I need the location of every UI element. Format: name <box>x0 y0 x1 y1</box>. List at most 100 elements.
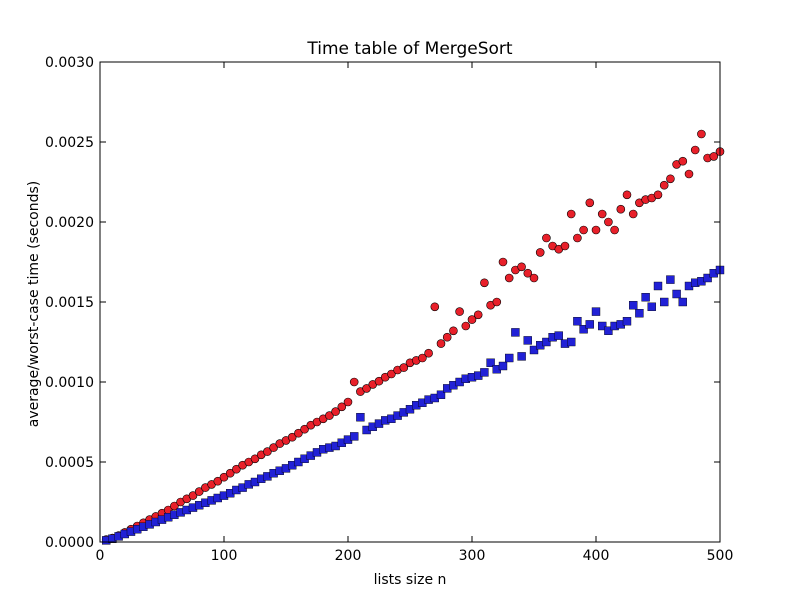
data-point-circle <box>449 326 458 336</box>
series-2 <box>101 265 725 545</box>
data-point-circle <box>349 377 359 387</box>
data-point-square <box>356 413 365 422</box>
data-point-circle <box>294 428 303 438</box>
y-tick-label: 0.0025 <box>45 135 94 151</box>
data-point-circle <box>573 233 582 243</box>
data-point-circle <box>213 476 223 486</box>
data-point-square <box>629 301 638 310</box>
data-marks <box>101 129 725 545</box>
data-point-circle <box>684 169 694 179</box>
y-tick-label: 0.0020 <box>45 215 94 231</box>
data-point-circle <box>473 310 483 320</box>
data-point-circle <box>697 129 706 139</box>
data-point-circle <box>399 363 409 372</box>
data-point-circle <box>436 339 446 348</box>
data-point-circle <box>442 332 452 342</box>
data-point-circle <box>300 424 309 434</box>
data-point-circle <box>492 297 502 307</box>
data-point-circle <box>666 174 675 184</box>
data-point-circle <box>418 353 427 363</box>
data-point-circle <box>523 268 533 278</box>
data-point-circle <box>597 209 607 219</box>
chart-title: Time table of MergeSort <box>306 39 513 59</box>
x-tick-label: 200 <box>335 548 362 564</box>
y-axis-label: average/worst-case time (seconds) <box>26 181 42 428</box>
data-point-circle <box>628 209 638 219</box>
x-tick-label: 300 <box>459 548 486 564</box>
data-point-square <box>678 297 687 307</box>
data-point-circle <box>232 464 241 474</box>
data-point-square <box>579 325 588 334</box>
data-point-circle <box>287 432 297 442</box>
data-point-square <box>647 302 656 311</box>
data-point-circle <box>653 190 663 200</box>
data-point-circle <box>585 198 595 208</box>
y-tick-label: 0.0030 <box>45 55 94 71</box>
data-point-square <box>703 273 712 283</box>
data-point-circle <box>331 407 340 416</box>
data-point-circle <box>374 376 384 386</box>
data-point-circle <box>343 397 353 407</box>
data-point-square <box>498 361 508 371</box>
series-1 <box>101 129 725 544</box>
data-point-square <box>666 275 675 284</box>
data-point-circle <box>542 233 551 243</box>
data-point-square <box>604 326 613 335</box>
data-point-circle <box>194 487 204 496</box>
data-point-square <box>529 345 539 355</box>
data-point-circle <box>659 180 669 190</box>
data-point-square <box>660 297 669 307</box>
data-point-circle <box>709 152 719 161</box>
data-point-circle <box>424 348 433 358</box>
data-point-circle <box>678 156 688 166</box>
data-point-circle <box>560 241 570 251</box>
y-tick-label: 0.0010 <box>45 375 94 391</box>
data-point-square <box>523 336 532 345</box>
data-point-square <box>505 353 514 363</box>
data-point-square <box>598 321 607 331</box>
data-point-circle <box>337 402 347 412</box>
data-point-circle <box>387 369 396 379</box>
data-point-circle <box>480 278 489 288</box>
x-tick-label: 0 <box>96 548 105 564</box>
data-point-circle <box>604 217 613 227</box>
data-point-square <box>486 358 495 367</box>
data-point-square <box>350 432 359 441</box>
data-point-square <box>554 331 563 340</box>
data-point-square <box>511 328 520 337</box>
data-point-circle <box>535 248 545 257</box>
data-point-square <box>635 309 644 318</box>
data-point-circle <box>269 443 278 452</box>
data-point-circle <box>622 190 632 200</box>
data-point-circle <box>610 225 619 235</box>
data-point-square <box>567 337 576 347</box>
data-point-circle <box>529 273 539 283</box>
data-point-square <box>573 317 582 326</box>
data-point-circle <box>467 315 477 324</box>
data-point-circle <box>504 273 514 283</box>
y-tick-label: 0.0015 <box>45 295 94 311</box>
y-tick-label: 0.0005 <box>45 455 94 471</box>
data-point-square <box>672 289 681 299</box>
data-point-circle <box>325 411 334 420</box>
data-point-circle <box>517 262 526 272</box>
data-point-circle <box>591 225 601 235</box>
data-point-square <box>480 368 489 377</box>
data-point-square <box>436 390 446 399</box>
data-point-circle <box>498 257 508 267</box>
data-point-circle <box>690 145 700 155</box>
x-axis-label: lists size n <box>374 572 447 588</box>
x-tick-label: 400 <box>583 548 610 564</box>
data-point-square <box>641 293 650 302</box>
data-point-circle <box>362 384 371 393</box>
data-point-circle <box>219 472 229 482</box>
data-point-circle <box>616 204 626 214</box>
data-point-circle <box>263 447 272 456</box>
data-point-square <box>591 307 601 316</box>
data-point-circle <box>430 302 440 312</box>
x-tick-label: 500 <box>707 548 734 564</box>
data-point-circle <box>566 209 576 219</box>
data-point-circle <box>188 491 198 500</box>
data-point-square <box>622 317 632 326</box>
